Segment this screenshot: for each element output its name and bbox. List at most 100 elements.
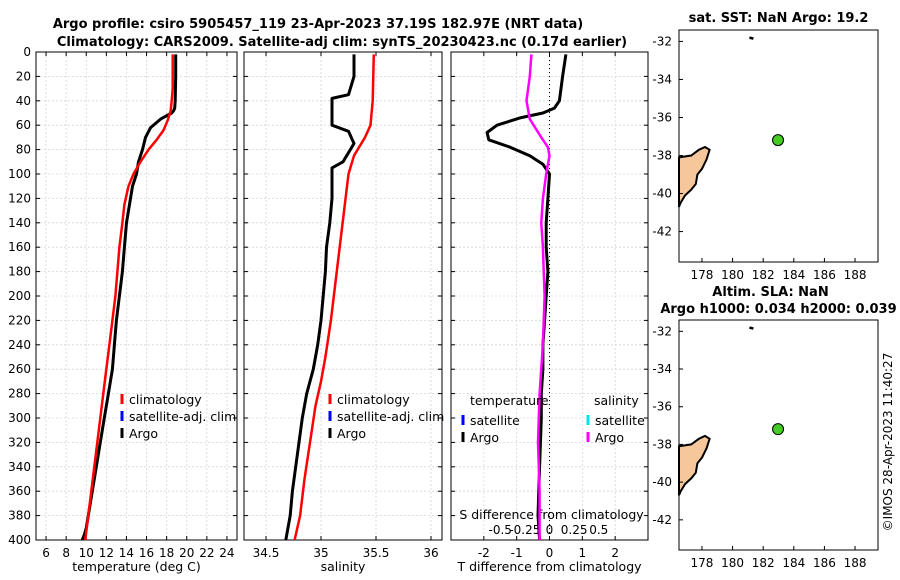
x-tick-label: 188 [844, 268, 867, 282]
x-tick-label: 35 [313, 546, 328, 560]
y-tick-label: -38 [652, 437, 672, 451]
x-tick-label: 180 [721, 556, 744, 570]
x-tick-label: 188 [844, 556, 867, 570]
watermark: ©IMOS 28-Apr-2023 11:40:27 [881, 353, 895, 532]
x-tick-label: 184 [782, 556, 805, 570]
y-tick-label: 340 [8, 460, 31, 474]
top-x-tick-label: -0.25 [509, 523, 540, 537]
land-shape [678, 434, 711, 496]
x-tick-label: 184 [782, 268, 805, 282]
x-tick-label: -2 [478, 546, 490, 560]
y-tick-label: -36 [652, 400, 672, 414]
legend-entry: climatology [129, 392, 202, 407]
x-tick-label: 182 [752, 268, 775, 282]
panel-map-sst: 178 180 182 184 186 188 -32 -34 -36 -38 -40 -42 sat.… [652, 11, 879, 282]
x-tick-label: 36 [423, 546, 438, 560]
y-tick-label: -40 [652, 475, 672, 489]
legend-entry: satellite-adj. clim [129, 409, 236, 424]
y-tick-label: 80 [16, 143, 31, 157]
y-tick-label: -40 [652, 187, 672, 201]
y-tick-label: 120 [8, 191, 31, 205]
x-tick-label: 24 [219, 546, 234, 560]
panel-temperature: 6 8 10 12 14 16 18 20 22 24 temperature (deg C) 0 20… [8, 45, 238, 574]
y-tick-label: 240 [8, 338, 31, 352]
x-tick-label: 180 [721, 268, 744, 282]
y-tick-label: 260 [8, 362, 31, 376]
legend-entry: Argo [595, 430, 624, 445]
title-line1: Argo profile: csiro 5905457_119 23-Apr-2… [53, 17, 583, 32]
y-tick-label: 220 [8, 313, 31, 327]
x-tick-label: 182 [752, 556, 775, 570]
legend-header: salinity [594, 393, 639, 408]
legend-entry: Argo [129, 426, 158, 441]
x-tick-label: 2 [611, 546, 619, 560]
legend-entry: satellite [595, 413, 645, 428]
y-tick-label: 320 [8, 435, 31, 449]
panel-difference: -2 -1 0 1 2T difference from climatology -0.5… [450, 51, 649, 574]
legend-header: temperature [470, 393, 549, 408]
x-tick-label: 14 [119, 546, 134, 560]
land-shape [678, 145, 711, 208]
series-climatology [293, 54, 376, 541]
x-tick-label: 12 [99, 546, 114, 560]
x-tick-label: -1 [511, 546, 523, 560]
x-axis-label: salinity [321, 559, 366, 574]
x-tick-label: 186 [813, 268, 836, 282]
y-tick-label: -32 [652, 324, 672, 338]
y-tick-label: 140 [8, 216, 31, 230]
series-climatology [83, 54, 174, 541]
y-tick-label: -32 [652, 34, 672, 48]
panel-salinity: 34.5 35 35.5 36 salinity climatology satellite… [243, 51, 444, 574]
x-tick-label: 178 [691, 268, 714, 282]
x-tick-label: 20 [179, 546, 194, 560]
y-tick-label: -42 [652, 225, 672, 239]
y-tick-label: 300 [8, 411, 31, 425]
x-tick-label: 6 [42, 546, 50, 560]
argo-float-marker [772, 134, 785, 147]
map-title: Altim. SLA: NaN [712, 285, 828, 300]
series-argo [284, 54, 356, 541]
title-line2: Climatology: CARS2009. Satellite-adj cli… [57, 35, 627, 50]
x-axis-label: temperature (deg C) [72, 559, 201, 574]
top-x-tick-label: -0.5 [489, 523, 512, 537]
y-tick-label: 200 [8, 289, 31, 303]
legend-entry: climatology [337, 392, 410, 407]
map-subtitle: Argo h1000: 0.034 h2000: 0.039 [660, 302, 896, 317]
x-tick-label: 18 [159, 546, 174, 560]
argo-float-marker [772, 423, 785, 436]
y-tick-label: 40 [16, 94, 31, 108]
map-title: sat. SST: NaN Argo: 19.2 [689, 11, 869, 26]
y-tick-label: -34 [652, 362, 672, 376]
x-tick-label: 0 [546, 546, 554, 560]
legend-entry: Argo [470, 430, 499, 445]
y-tick-label: 160 [8, 240, 31, 254]
x-tick-label: 178 [691, 556, 714, 570]
x-tick-label: 186 [813, 556, 836, 570]
x-tick-label: 10 [79, 546, 94, 560]
top-x-axis-label: S difference from climatology [459, 507, 644, 522]
y-tick-label: 360 [8, 484, 31, 498]
x-tick-label: 22 [199, 546, 214, 560]
y-tick-label: -42 [652, 513, 672, 527]
x-tick-label: 8 [62, 546, 70, 560]
x-axis-label: T difference from climatology [456, 559, 642, 574]
top-x-tick-label: 0.5 [589, 523, 608, 537]
y-tick-label: 180 [8, 265, 31, 279]
y-tick-label: 0 [23, 45, 31, 59]
y-tick-label: 400 [8, 533, 31, 547]
y-tick-label: -34 [652, 72, 672, 86]
legend-entry: Argo [337, 426, 366, 441]
island-speck [749, 326, 754, 330]
x-tick-label: 1 [579, 546, 587, 560]
y-tick-label: 20 [16, 69, 31, 83]
x-tick-label: 34.5 [253, 546, 280, 560]
island-speck [749, 36, 754, 40]
top-x-tick-label: 0 [546, 523, 554, 537]
y-tick-label: 280 [8, 387, 31, 401]
x-tick-label: 16 [139, 546, 154, 560]
x-tick-label: 35.5 [363, 546, 390, 560]
y-tick-label: -38 [652, 149, 672, 163]
series-s-diff-argo [525, 54, 551, 540]
top-x-tick-label: 0.25 [561, 523, 588, 537]
